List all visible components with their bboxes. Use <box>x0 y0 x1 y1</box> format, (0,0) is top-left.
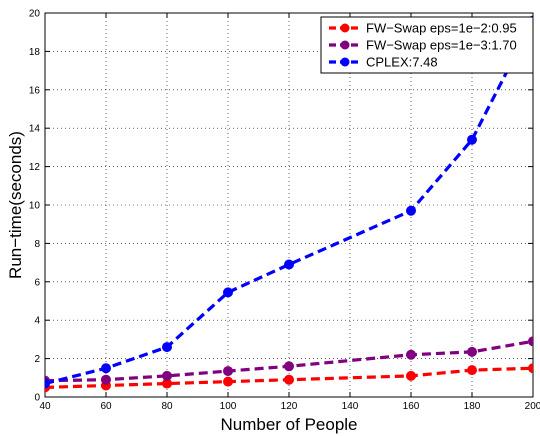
y-tick-label: 0 <box>34 393 40 404</box>
y-tick-label: 12 <box>29 162 41 173</box>
data-point <box>101 363 111 374</box>
legend: FW−Swap eps=1e−2:0.95 FW−Swap eps=1e−3:1.… <box>320 16 534 74</box>
data-point <box>45 378 50 389</box>
axis-ticks: 40 60 80 100 120 140 160 180 200 0 2 4 6 8 10 12 14 16 18 2… <box>29 9 540 413</box>
series-2 <box>45 336 533 386</box>
x-tick-label: 140 <box>342 401 359 412</box>
series-line <box>45 19 533 386</box>
y-tick-label: 18 <box>29 47 41 58</box>
data-point <box>467 365 477 376</box>
y-tick-label: 16 <box>29 85 41 96</box>
data-point <box>162 370 172 381</box>
data-point <box>284 259 294 270</box>
data-point <box>528 363 533 374</box>
data-point <box>406 349 416 360</box>
data-point <box>406 370 416 381</box>
x-tick-label: 60 <box>100 401 112 412</box>
legend-label: FW−Swap eps=1e−2:0.95 <box>366 21 517 36</box>
data-point <box>162 342 172 353</box>
series-layer <box>45 15 533 393</box>
y-tick-label: 14 <box>29 124 41 135</box>
data-point <box>223 366 233 377</box>
x-axis-title: Number of People <box>220 415 357 434</box>
y-tick-label: 2 <box>34 354 40 365</box>
x-tick-label: 120 <box>281 401 298 412</box>
grid <box>45 13 533 397</box>
x-tick-label: 200 <box>525 401 540 412</box>
x-tick-label: 40 <box>39 401 51 412</box>
x-tick-label: 80 <box>161 401 173 412</box>
data-point <box>101 374 111 385</box>
legend-swatch-marker <box>340 57 350 67</box>
x-tick-label: 160 <box>403 401 420 412</box>
data-point <box>284 361 294 372</box>
data-point <box>223 287 233 298</box>
y-tick-label: 6 <box>34 277 40 288</box>
legend-swatch-marker <box>340 23 350 33</box>
data-point <box>528 336 533 347</box>
data-point <box>223 376 233 387</box>
y-tick-label: 20 <box>29 9 41 20</box>
data-point <box>467 346 477 357</box>
series-line <box>45 366 533 389</box>
legend-swatch-marker <box>340 40 350 50</box>
y-tick-label: 8 <box>34 239 40 250</box>
data-point <box>284 374 294 385</box>
series-line <box>45 339 533 383</box>
legend-label: CPLEX:7.48 <box>366 55 438 70</box>
y-axis-title: Run−time(seconds) <box>6 131 25 279</box>
x-tick-label: 180 <box>464 401 481 412</box>
legend-label: FW−Swap eps=1e−3:1.70 <box>366 38 517 53</box>
data-point <box>467 134 477 145</box>
series-3 <box>45 15 533 389</box>
y-tick-label: 4 <box>34 316 40 327</box>
x-tick-label: 100 <box>220 401 237 412</box>
data-point <box>406 205 416 216</box>
y-tick-label: 10 <box>29 201 41 212</box>
